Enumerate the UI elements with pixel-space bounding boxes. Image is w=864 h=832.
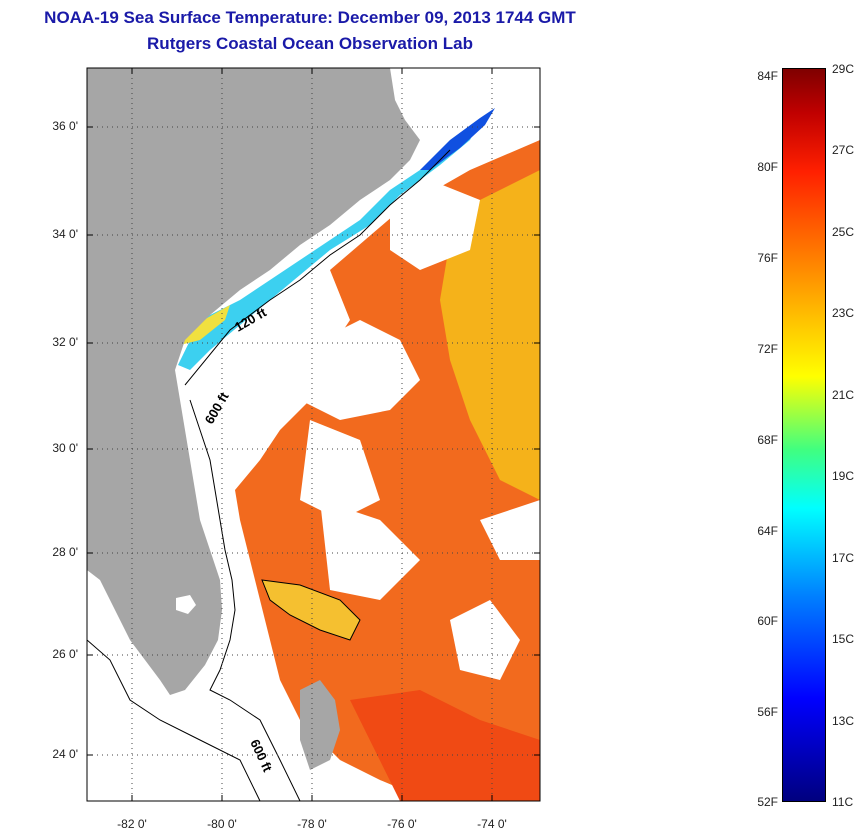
lat-label: 36 0' (52, 119, 78, 133)
colorbar-c-label: 21C (832, 388, 855, 402)
cloud-patch (320, 500, 420, 600)
lon-label: -78 0' (297, 817, 327, 831)
land-us-coast (87, 68, 420, 695)
colorbar-c-label: 23C (832, 306, 855, 320)
contour-600ft (189, 399, 301, 801)
colorbar-f-label: 56F (757, 705, 778, 719)
colorbar-f-label: 80F (757, 160, 778, 174)
cloud-patch (300, 320, 420, 420)
lat-label: 28 0' (52, 545, 78, 559)
lat-label: 24 0' (52, 747, 78, 761)
axis-ticks (87, 68, 540, 801)
lat-label: 34 0' (52, 227, 78, 241)
colorbar-c-label: 19C (832, 469, 855, 483)
colorbar-f-label: 68F (757, 433, 778, 447)
colorbar-f-label: 52F (757, 795, 778, 809)
temperature-colorbar (782, 68, 826, 802)
land-lake-okeechobee (176, 595, 196, 614)
colorbar-c-label: 17C (832, 551, 855, 565)
sst-yellow-nearshore (180, 305, 230, 345)
lon-label: -80 0' (207, 817, 237, 831)
sst-cold-nearshore (420, 108, 495, 170)
sst-yellow-region (440, 170, 540, 500)
lat-label: 26 0' (52, 647, 78, 661)
colorbar-f-label: 64F (757, 524, 778, 538)
graticule (87, 68, 540, 801)
lon-label: -76 0' (387, 817, 417, 831)
lon-label: -74 0' (477, 817, 507, 831)
colorbar-c-label: 25C (832, 225, 855, 239)
map-frame (86, 67, 541, 802)
cloud-patch (390, 180, 480, 270)
colorbar-c-label: 29C (832, 62, 855, 76)
cloud-patch (300, 420, 380, 520)
colorbar-f-label: 72F (757, 342, 778, 356)
colorbar-c-label: 27C (832, 143, 855, 157)
map-layers (87, 68, 540, 801)
cloud-patch (450, 600, 520, 680)
map-title: NOAA-19 Sea Surface Temperature: Decembe… (44, 8, 576, 27)
lat-label: 32 0' (52, 335, 78, 349)
colorbar-c-label: 13C (832, 714, 855, 728)
colorbar-c-label: 15C (832, 632, 855, 646)
sst-cool-coastal-band (178, 120, 480, 370)
colorbar-c-label: 11C (832, 795, 854, 809)
map-subtitle: Rutgers Coastal Ocean Observation Lab (147, 34, 473, 53)
contour-120ft (184, 149, 451, 386)
lon-label: -82 0' (117, 817, 147, 831)
cloud-patch (480, 500, 540, 560)
sst-bahamas-bank (261, 579, 361, 641)
colorbar-f-label: 60F (757, 614, 778, 628)
land-bahamas-andros (300, 680, 340, 770)
contour-outline (87, 639, 261, 801)
colorbar-f-label: 76F (757, 251, 778, 265)
colorbar-f-label: 84F (757, 69, 778, 83)
lat-label: 30 0' (52, 441, 78, 455)
